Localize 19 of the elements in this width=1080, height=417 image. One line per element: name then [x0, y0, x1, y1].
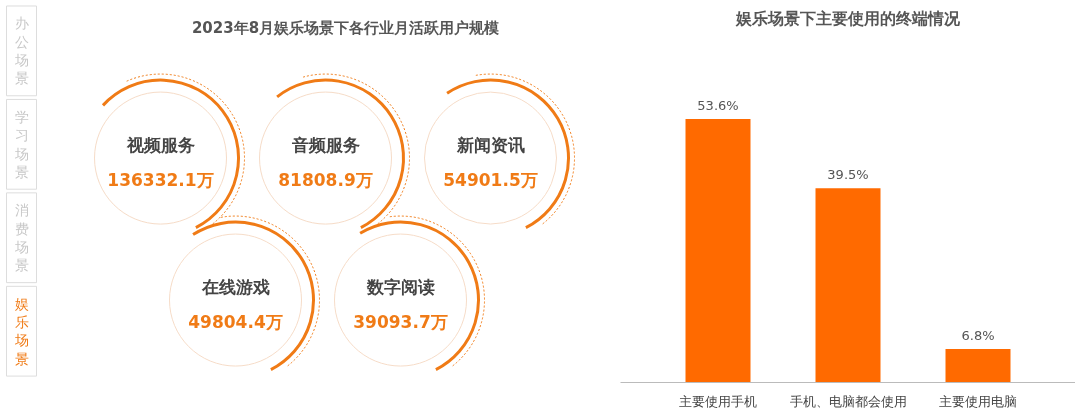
category-label: 视频服务 [125, 135, 195, 156]
data-label: 39093.7万 [353, 312, 448, 333]
category-label: 音频服务 [290, 135, 360, 156]
x-tick-label: 主要使用手机 [679, 393, 757, 409]
category-label: 数字阅读 [365, 277, 435, 298]
data-label: 6.8% [961, 328, 995, 344]
text: 娱乐场景 [13, 295, 29, 367]
data-label: 136332.1万 [107, 170, 214, 191]
x-tick-label: 手机、电脑都会使用 [789, 393, 907, 409]
data-label: 39.5% [827, 167, 869, 183]
data-label: 53.6% [697, 98, 739, 114]
data-label: 54901.5万 [443, 170, 538, 191]
category-label: 新闻资讯 [455, 135, 525, 156]
data-label: 49804.4万 [188, 312, 283, 333]
text: 2023年8月娱乐场景下各行业月活跃用户规模 [191, 18, 501, 37]
category-label: 在线游戏 [200, 277, 270, 298]
x-tick-label: 主要使用电脑 [939, 393, 1017, 409]
chart-title: 娱乐场景下主要使用的终端情况 [735, 9, 961, 29]
data-label: 81808.9万 [278, 170, 373, 191]
